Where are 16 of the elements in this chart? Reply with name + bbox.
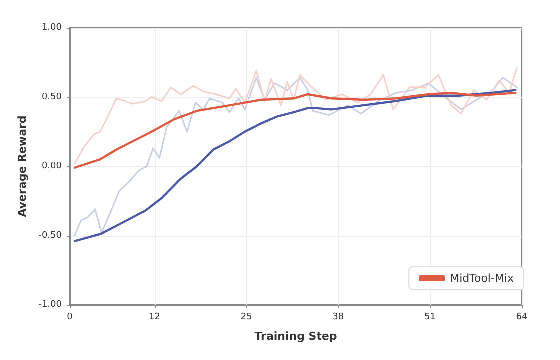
y-tick-label: 1.00 — [42, 23, 62, 33]
legend-label: MidTool-Mix — [450, 272, 514, 285]
x-tick-label: 51 — [424, 312, 436, 322]
line-series — [74, 67, 518, 164]
y-tick-label: -1.00 — [38, 300, 62, 310]
x-tick-label: 0 — [67, 312, 74, 322]
x-tick-label: 25 — [240, 312, 252, 322]
x-axis-title: Training Step — [254, 330, 338, 343]
line-series — [74, 92, 517, 169]
x-tick-label: 12 — [149, 312, 160, 322]
y-tick-label: 0.50 — [42, 92, 62, 102]
y-tick-label: -0.50 — [38, 230, 62, 241]
y-axis-title: Average Reward — [16, 116, 29, 218]
y-tick-label: 0.00 — [42, 162, 62, 172]
x-tick-label: 64 — [516, 312, 528, 322]
x-tick-label: 38 — [332, 312, 344, 322]
